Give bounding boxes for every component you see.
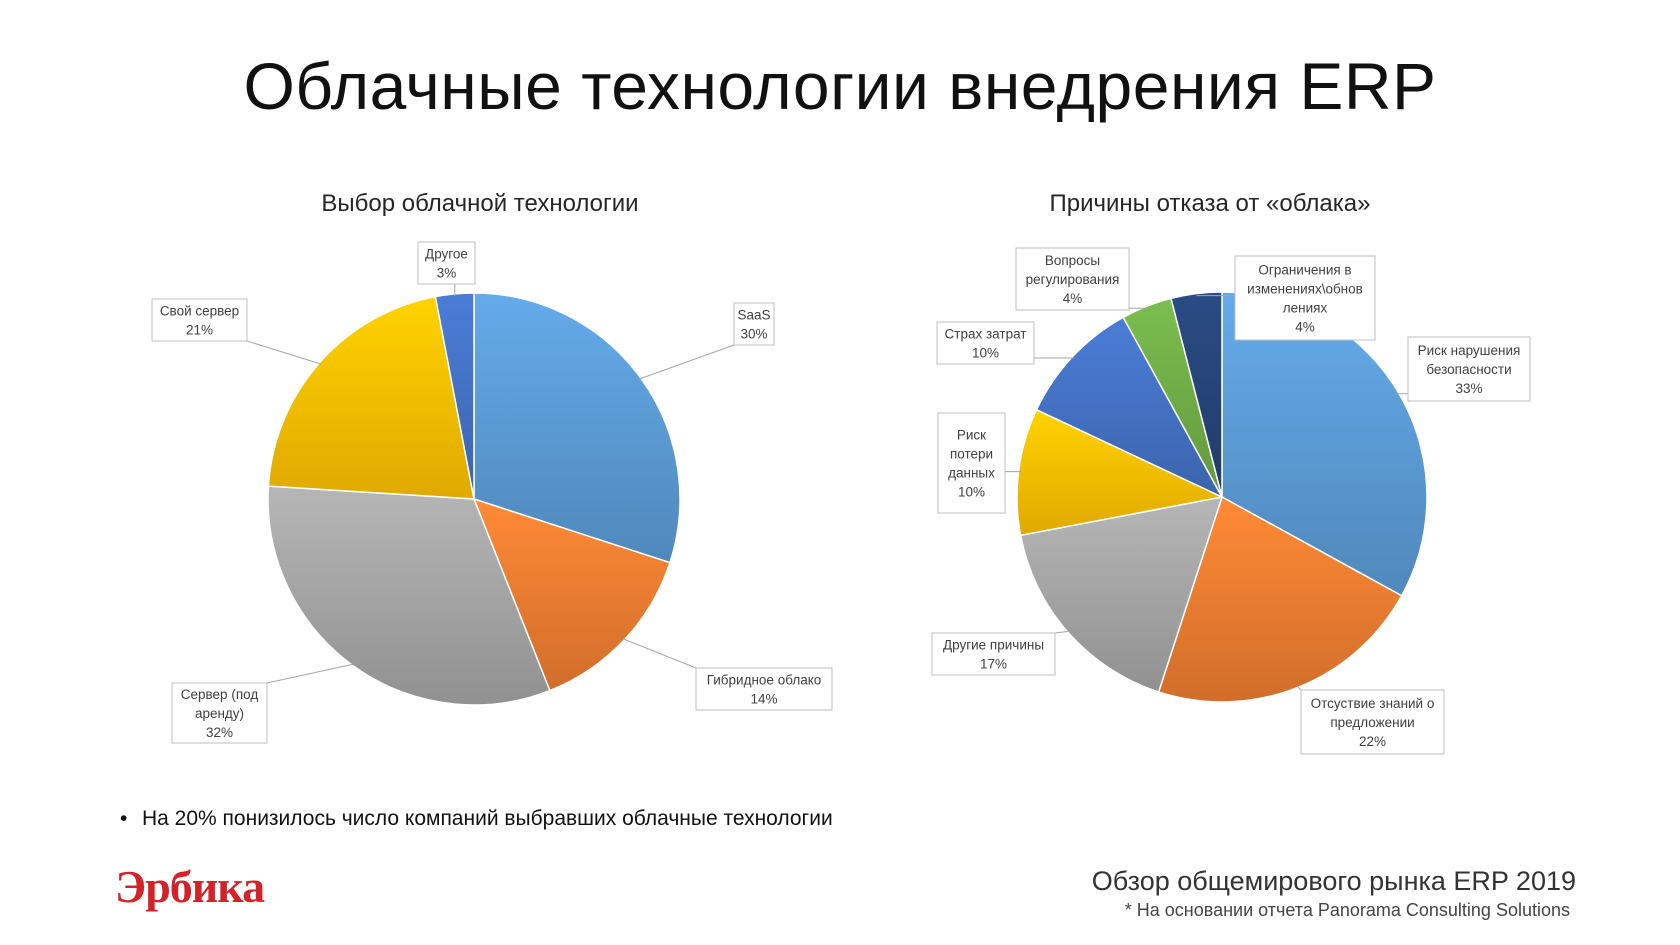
pie2-slice-2 bbox=[1157, 495, 1403, 703]
pie2-category-label-6: регулирования bbox=[1026, 272, 1120, 287]
pie2-category-label-2: предложении bbox=[1330, 715, 1414, 730]
pie1-category-label-2: Гибридное облако bbox=[707, 673, 822, 688]
pie2-label-box-7 bbox=[1234, 255, 1376, 341]
pie2-label-box-2 bbox=[1300, 689, 1445, 755]
pie2-label-box-6 bbox=[1015, 247, 1130, 311]
pie2-category-label-7: изменениях\обнов bbox=[1247, 282, 1363, 297]
pie1-value-label-3: 32% bbox=[206, 725, 233, 740]
pie2-slice-7 bbox=[1170, 291, 1223, 498]
pie2-leader-2 bbox=[1296, 685, 1302, 691]
pie1-category-label-1: SaaS bbox=[737, 308, 770, 323]
footer-note: * На основании отчета Panorama Consultin… bbox=[1124, 900, 1570, 920]
pie1-label-box-2 bbox=[695, 667, 833, 711]
pie1-category-label-3: Сервер (под bbox=[181, 687, 259, 702]
pie2-value-label-7: 4% bbox=[1295, 320, 1315, 335]
pie2-category-label-4: потери bbox=[950, 447, 993, 462]
pie2-slice-5 bbox=[1035, 316, 1224, 499]
pie2-category-label-6: Вопросы bbox=[1045, 253, 1100, 268]
slide-title: Облачные технологии внедрения ERP bbox=[243, 49, 1437, 123]
pie2-category-label-4: Риск bbox=[957, 428, 986, 443]
pie2-slice-3 bbox=[1019, 496, 1224, 693]
pie1-value-label-1: 30% bbox=[740, 327, 767, 342]
pie1-value-label-5: 3% bbox=[437, 266, 457, 281]
pie1-category-label-4: Свой сервер bbox=[160, 304, 239, 319]
pie2-category-label-5: Страх затрат bbox=[945, 327, 1027, 342]
pie1-label-box-1 bbox=[733, 302, 775, 346]
pie1-category-label-3: аренду) bbox=[195, 706, 244, 721]
pie2-value-label-3: 17% bbox=[980, 657, 1007, 672]
pie1-label-box-4 bbox=[151, 298, 248, 342]
pie1-slice-1 bbox=[473, 292, 681, 564]
pie1-category-label-5: Другое bbox=[425, 247, 468, 262]
pie2-label-box-1 bbox=[1407, 336, 1531, 402]
pie2-value-label-4: 10% bbox=[958, 485, 985, 500]
pie2-category-label-7: Ограничения в bbox=[1258, 263, 1351, 278]
chart-title-cloud-choice: Выбор облачной технологии bbox=[321, 190, 639, 217]
footer-title: Обзор общемирового рынка ERP 2019 bbox=[1091, 866, 1576, 896]
pie2-category-label-7: лениях bbox=[1283, 301, 1328, 316]
pie2-value-label-6: 4% bbox=[1063, 291, 1083, 306]
pie2-category-label-2: Отсуствие знаний о bbox=[1311, 696, 1435, 711]
pie1-leader-1 bbox=[638, 344, 735, 380]
pie1-leader-3 bbox=[266, 663, 355, 684]
pie1-value-label-2: 14% bbox=[750, 692, 777, 707]
chart-title-cloud-refusal: Причины отказа от «облака» bbox=[1049, 190, 1371, 217]
pie1-value-label-4: 21% bbox=[186, 323, 213, 338]
bullet-text: На 20% понизилось число компаний выбравш… bbox=[142, 807, 833, 830]
pie2-label-box-5 bbox=[936, 321, 1035, 365]
pie1-slice-4 bbox=[267, 295, 475, 500]
pie2-label-box-4 bbox=[937, 412, 1006, 514]
bullet-point: • На 20% понизилось число компаний выбрав… bbox=[120, 807, 833, 831]
pie2-value-label-1: 33% bbox=[1455, 381, 1482, 396]
pie1-slice-3 bbox=[267, 485, 551, 706]
pie2-category-label-4: данных bbox=[948, 466, 995, 481]
pie2-value-label-2: 22% bbox=[1359, 734, 1386, 749]
pie1-slice-2 bbox=[472, 497, 671, 692]
pie1-label-box-3 bbox=[171, 682, 268, 744]
bullet-dot: • bbox=[120, 807, 128, 830]
pie2-category-label-1: безопасности bbox=[1426, 362, 1511, 377]
pie1-label-box-5 bbox=[417, 241, 476, 285]
company-logo: Эрбика bbox=[115, 861, 265, 912]
pie1-leader-4 bbox=[246, 340, 322, 365]
pie2-category-label-3: Другие причины bbox=[943, 638, 1044, 653]
pie2-leader-3 bbox=[1054, 630, 1070, 634]
pie2-category-label-1: Риск нарушения bbox=[1418, 343, 1521, 358]
pie2-value-label-5: 10% bbox=[972, 346, 999, 361]
pie1-leader-2 bbox=[622, 638, 697, 669]
pie2-label-box-3 bbox=[931, 632, 1056, 676]
